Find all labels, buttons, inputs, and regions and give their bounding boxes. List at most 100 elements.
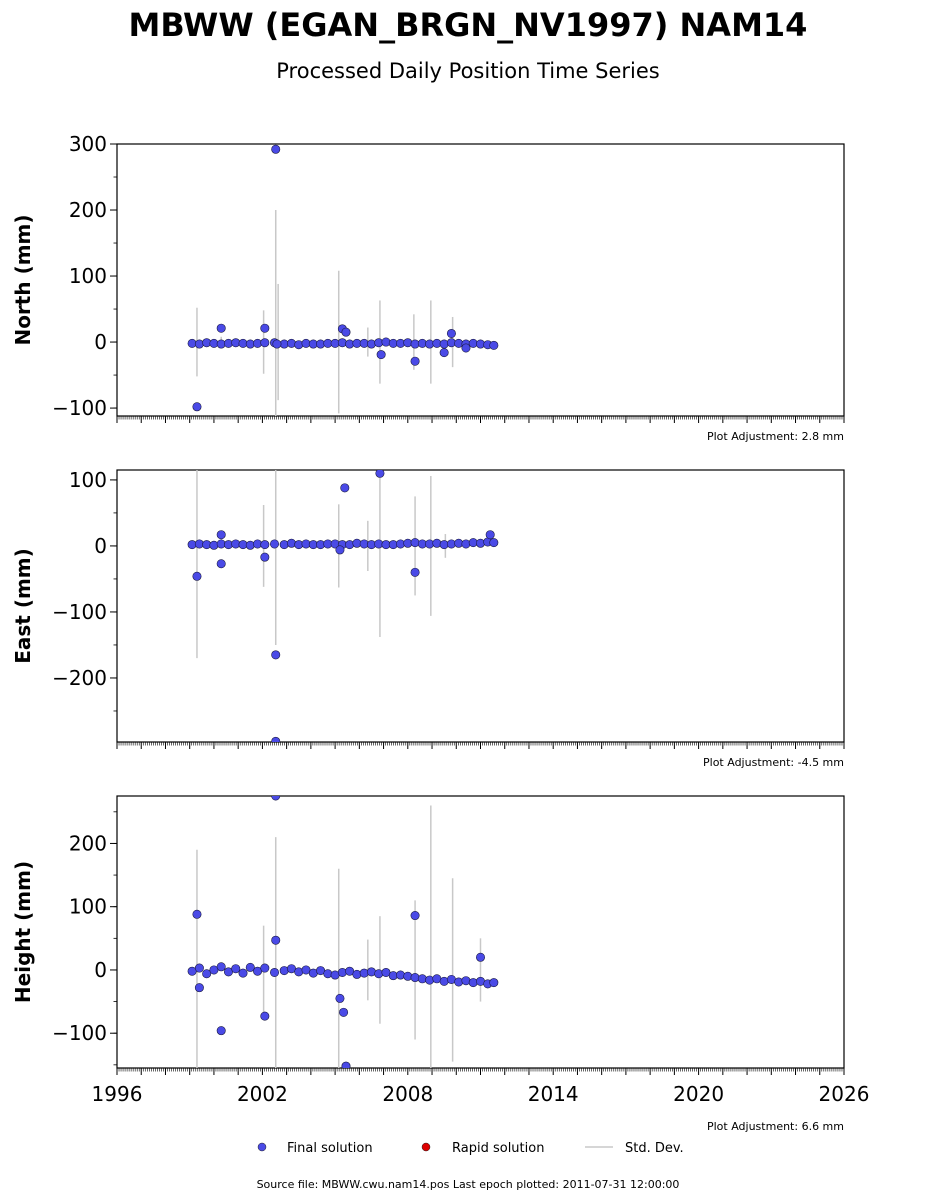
height-plot-frame [116,795,845,1069]
east-final-point [485,530,495,540]
x-tick-label: 2014 [528,1082,579,1106]
height-final-point [194,963,204,973]
height-final-point [339,1007,349,1017]
north-final-point [272,339,282,349]
east-final-point [410,538,420,548]
legend-rapid-label: Rapid solution [452,1141,544,1156]
north-final-point [439,339,449,349]
east-final-point [340,483,350,493]
north-final-point [341,327,351,337]
height-final-point [192,909,202,919]
height-final-point [359,968,369,978]
height-final-point [271,935,281,945]
height-plot-area [187,796,499,1068]
north-final-point [410,356,420,366]
height-final-point [425,975,435,985]
height-final-point [323,969,333,979]
north-plot-area [187,144,499,416]
height-final-point [337,967,347,977]
north-final-point [192,402,202,412]
legend-final-label: Final solution [287,1141,373,1156]
height-final-point [475,952,485,962]
north-final-point [366,339,376,349]
height-final-point [271,796,281,801]
east-final-point [345,540,355,550]
source-line: Source file: MBWW.cwu.nam14.pos Last epo… [257,1178,680,1191]
north-axis-label: North (mm) [11,214,35,345]
north-y-tick-label: 200 [69,198,107,222]
x-tick-label: 2008 [382,1082,433,1106]
east-final-point [375,470,385,478]
north-final-point [337,338,347,348]
legend-rapid-marker [421,1142,431,1152]
figure-title: MBWW (EGAN_BRGN_NV1997) NAM14 [129,6,808,44]
east-final-point [260,540,270,550]
height-final-point [238,968,248,978]
north-final-point [446,328,456,338]
north-y-tick-label: 100 [69,264,107,288]
height-y-tick-label: 100 [69,895,107,919]
height-final-point [260,1011,270,1021]
east-axis-label: East (mm) [11,548,35,664]
height-y-tick-label: −100 [52,1021,107,1045]
height-final-point [245,962,255,972]
east-plot-adjustment: Plot Adjustment: -4.5 mm [703,756,844,769]
height-final-point [270,967,280,977]
height-final-point [335,993,345,1003]
east-final-point [461,539,471,549]
height-final-point [202,969,212,979]
x-tick-label: 1996 [92,1082,143,1106]
north-plot-adjustment: Plot Adjustment: 2.8 mm [707,430,844,443]
east-y-tick-label: 100 [69,468,107,492]
height-y-tick-label: 200 [69,831,107,855]
height-final-point [341,1061,351,1068]
east-final-point [192,571,202,581]
east-panel: −200 −100 0 100 East (mm) Plot Adjustment: -4… [11,468,845,769]
north-panel: −100 0 100 200 300 North (mm) Plot Adjustment:… [11,132,845,443]
east-final-point [216,530,226,540]
north-final-point [294,340,304,350]
height-final-point [231,964,241,974]
height-final-point [194,983,204,993]
height-final-point [410,911,420,921]
east-final-point [489,538,499,548]
north-final-point [286,338,296,348]
height-final-point [374,969,384,979]
x-tick-label: 2026 [819,1082,870,1106]
legend: Final solution Rapid solution Std. Dev. [257,1141,684,1156]
east-final-point [335,545,345,555]
height-final-point [216,1026,226,1036]
north-final-point [216,323,226,333]
height-panel: −100 0 100 200 Height (mm) Plot Adjustment: 6… [11,795,870,1133]
east-final-point [270,539,280,549]
east-final-point [209,540,219,550]
north-y-tick-label: −100 [52,396,107,420]
height-y-tick-label: 0 [94,958,107,982]
legend-final-marker [257,1142,267,1152]
north-y-tick-label: 300 [69,132,107,156]
east-final-point [216,559,226,569]
height-final-point [410,973,420,983]
east-y-tick-label: −200 [52,666,107,690]
height-final-point [489,978,499,988]
north-final-point [461,343,471,353]
x-tick-label: 2002 [237,1082,288,1106]
east-final-point [279,540,289,550]
height-axis-label: Height (mm) [11,861,35,1003]
height-final-point [454,977,464,987]
figure-subtitle: Processed Daily Position Time Series [276,59,660,83]
north-final-point [376,350,386,360]
north-final-point [260,338,270,348]
north-final-point [381,337,391,347]
x-tick-label: 2020 [673,1082,724,1106]
north-plot-frame [116,143,845,417]
east-y-tick-label: −100 [52,600,107,624]
height-final-point [396,970,406,980]
height-final-point [216,962,226,972]
north-final-point [271,144,281,154]
height-final-point [403,971,413,981]
north-final-point [194,339,204,349]
height-final-point [468,978,478,988]
east-final-point [286,538,296,548]
east-final-point [245,540,255,550]
